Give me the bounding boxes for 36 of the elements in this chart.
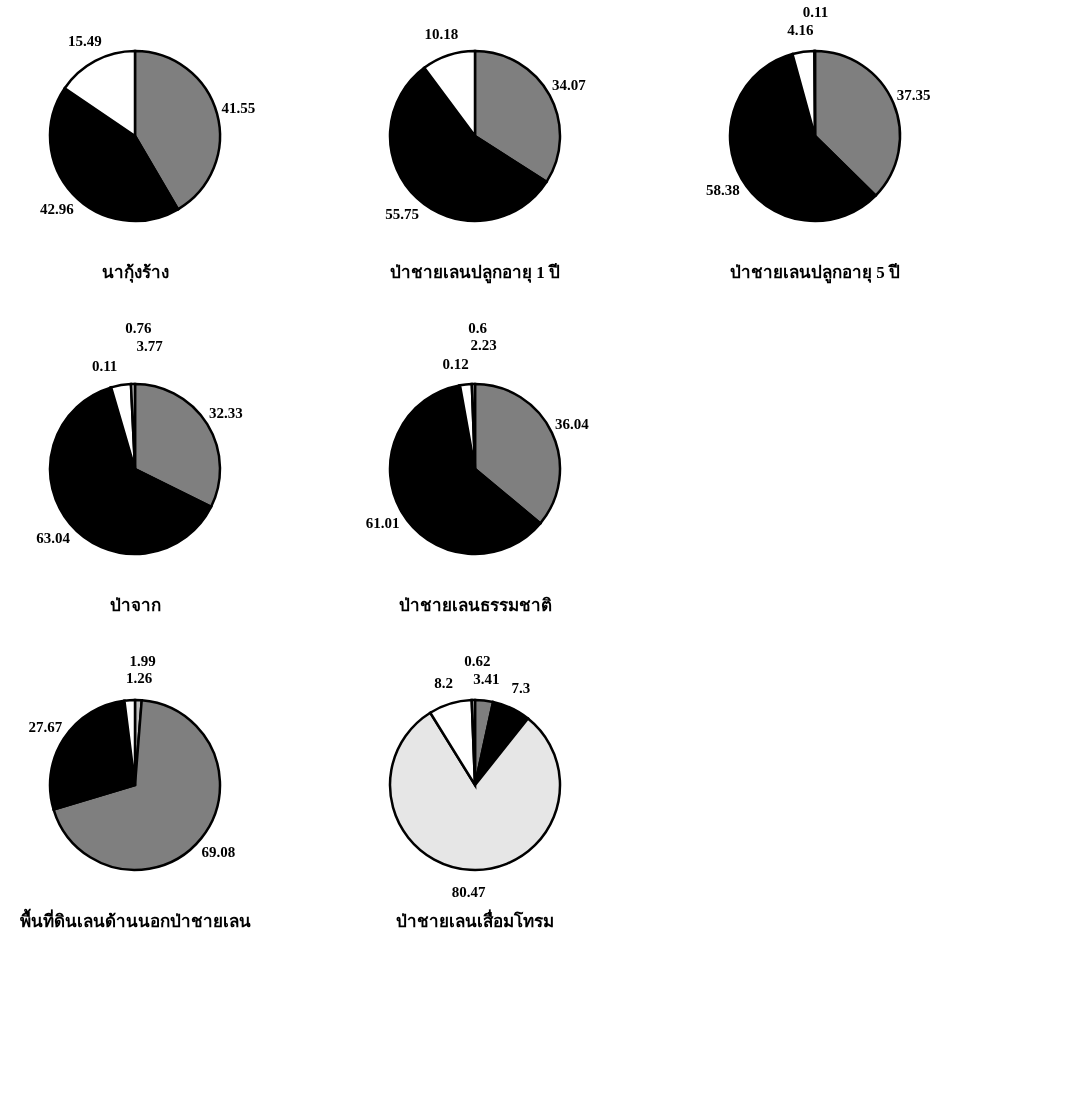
data-label: 3.77: [136, 337, 164, 354]
data-label: 0.6: [468, 320, 488, 337]
data-label: 1.26: [126, 670, 153, 687]
data-label: 41.55: [221, 99, 256, 116]
data-label: 10.18: [424, 26, 459, 43]
text: พื้นที่ดินเลนด้านนอกป่าชายเลน: [19, 908, 251, 931]
data-label: 32.33: [209, 404, 243, 421]
data-label: 0.11: [91, 358, 118, 375]
data-label: 55.75: [385, 206, 419, 223]
data-label: 1.99: [129, 653, 156, 670]
text: ป่าชายเลนปลูกอายุ 1 ปี: [390, 262, 560, 284]
data-label: 15.49: [68, 33, 102, 50]
data-label: 58.38: [705, 182, 740, 199]
data-label: 7.3: [511, 680, 531, 697]
text: ป่าชายเลนธรรมชาติ: [398, 596, 552, 615]
data-label: 63.04: [36, 530, 71, 547]
text: ป่าชายเลนปลูกอายุ 5 ปี: [730, 262, 900, 284]
data-label: 0.11: [802, 4, 829, 20]
data-label: 0.12: [442, 355, 469, 372]
data-label: 34.07: [552, 76, 587, 93]
data-label: 0.76: [125, 320, 152, 337]
data-label: 27.67: [28, 718, 63, 735]
text: ป่าจาก: [109, 596, 161, 615]
data-label: 0.62: [464, 653, 491, 670]
data-label: 37.35: [896, 86, 931, 103]
data-label: 42.96: [39, 201, 75, 218]
text: ป่าชายเลนเสื่อมโทรม: [396, 909, 554, 931]
text: นากุ้งร้าง: [101, 263, 169, 283]
data-label: 69.08: [201, 844, 236, 861]
data-label: 61.01: [365, 515, 400, 532]
data-label: 8.2: [434, 674, 454, 691]
data-label: 36.04: [555, 415, 590, 432]
data-label: 2.23: [470, 337, 497, 354]
data-label: 3.41: [473, 670, 500, 687]
data-label: 80.47: [451, 883, 487, 900]
data-label: 4.16: [787, 22, 814, 39]
